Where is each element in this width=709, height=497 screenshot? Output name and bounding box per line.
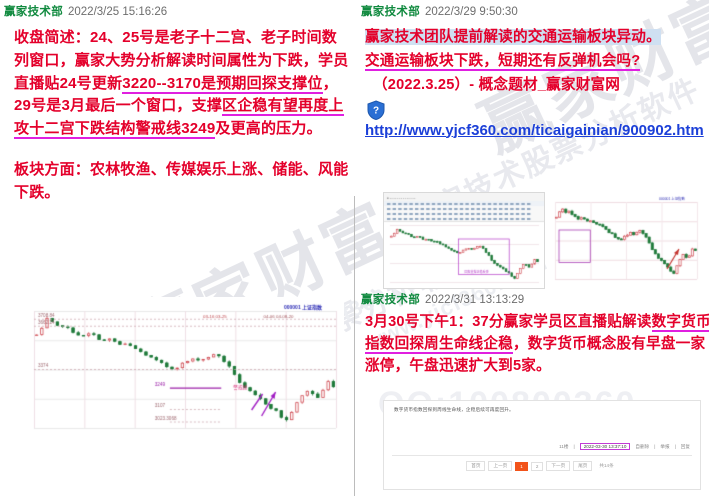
right-chart-zoom-canvas — [547, 192, 703, 287]
forum-pagination: 首页 上一页 1 2 下一页 尾页 共14条 — [384, 458, 700, 476]
forum-separator-1: | — [573, 444, 575, 449]
right-top-post-header: 赢家技术部 2022/3/29 9:50:30 — [355, 0, 709, 19]
left-post-paragraph-1: 收盘简述：24、25号是老子十二宫、老子时间数列窗口，赢家大势分析解读时间属性为… — [0, 19, 355, 141]
forum-divider — [392, 455, 692, 456]
forum-action-report[interactable]: 举报 — [660, 443, 670, 449]
forum-screenshot: 数字货币指数回探到周线生命线，企稳后续可再度回升。 11楼 | 2022-03-… — [383, 400, 701, 490]
pager-page-2[interactable]: 2 — [530, 461, 544, 471]
pager-next[interactable]: 下一页 — [546, 461, 571, 471]
right-bottom-paragraph: 3月30号下午1：37分赢家学员区直播贴解读数字货币指数回探周生命线企稳，数字货… — [355, 307, 709, 378]
right-bottom-post-timestamp: 2022/3/31 13:13:29 — [425, 294, 525, 306]
seg-window: ，29号是3月最后一个窗口，支撑 — [14, 74, 338, 115]
right-top-post-timestamp: 2022/3/29 9:50:30 — [425, 6, 518, 18]
right-top-post-author: 赢家技术部 — [361, 6, 420, 18]
pager-prev[interactable]: 上一页 — [488, 461, 513, 471]
forum-action-delete[interactable]: 自删除 — [635, 443, 650, 449]
right-column: 赢家技术部 2022/3/29 9:50:30 赢家技术团队提前解读的交通运输板… — [355, 0, 709, 497]
forum-separator-3: | — [674, 444, 676, 449]
forum-action-reply[interactable]: 回复 — [680, 443, 690, 449]
pager-last[interactable]: 尾页 — [573, 461, 593, 471]
seg-tail: 及更高的压力。 — [215, 120, 322, 138]
left-post-paragraph-2: 板块方面：农林牧渔、传媒娱乐上涨、储能、风能下跌。 — [14, 160, 349, 201]
forum-meta: 11楼 | 2022-03-30 13:37:10 自删除 | 举报 | 回复 — [384, 443, 700, 453]
right-chart-window-screenshot — [383, 192, 545, 289]
rb-seg-3: ，数字货币概念股有早盘一家涨停，午盘迅速扩大到5家。 — [365, 336, 706, 375]
left-post-header: 赢家技术部 2022/3/25 15:16:26 — [0, 0, 355, 19]
pager-total: 共14条 — [595, 462, 618, 470]
rb-seg-1: 3月30号下午1：37分赢家学员区直播贴解读 — [365, 314, 652, 330]
right-bottom-post-author: 赢家技术部 — [361, 294, 420, 306]
pager-first[interactable]: 首页 — [466, 461, 486, 471]
article-url-link[interactable]: http://www.yjcf360.com/ticaigainian/9009… — [365, 121, 704, 139]
left-chart — [28, 297, 344, 440]
right-top-line-2: 交通运输板块下跌，短期还有反弹机会吗? — [355, 48, 709, 72]
column-divider — [354, 196, 355, 496]
left-column: 赢家技术部 2022/3/25 15:16:26 收盘简述：24、25号是老子十… — [0, 0, 355, 440]
forum-separator-2: | — [654, 444, 656, 449]
right-top-line-2-text: 交通运输板块下跌，短期还有反弹机会吗? — [365, 53, 641, 72]
rb-seg-2: 数字货币指数回探周生命线企稳 — [365, 314, 709, 355]
seg-main: 24、25号是老子十二宫、老子时间数列窗口，赢家大势分析解读时间属性为下跌，学员… — [14, 29, 349, 92]
left-chart-canvas — [28, 297, 344, 440]
right-bottom-post-header: 赢家技术部 2022/3/31 13:13:29 — [357, 291, 524, 307]
right-top-line-1: 赢家技术团队提前解读的交通运输板块异动。 — [355, 19, 709, 48]
shield-question-icon: ? — [367, 99, 385, 120]
seg-warning-line: 区企稳有望再度上攻十二宫下跌结构警戒线3249 — [14, 97, 344, 140]
pager-page-1[interactable]: 1 — [515, 461, 528, 471]
left-post-author: 赢家技术部 — [4, 6, 63, 18]
left-post-timestamp: 2022/3/25 15:16:26 — [68, 6, 168, 18]
right-chart-window-canvas — [384, 193, 544, 288]
svg-text:?: ? — [373, 105, 379, 116]
right-top-line-3: （2022.3.25）- 概念题材_赢家财富网 — [373, 77, 621, 94]
forum-floor: 11楼 — [559, 443, 569, 449]
seg-open: 收盘简述： — [14, 29, 91, 46]
seg-support-range: 3220--3170是预期回探支撑位 — [122, 74, 323, 94]
forum-post-text: 数字货币指数回探到周线生命线，企稳后续可再度回升。 — [394, 407, 514, 412]
right-chart-zoom — [547, 192, 703, 287]
right-top-line-1-text: 赢家技术团队提前解读的交通运输板块异动。 — [365, 29, 661, 45]
forum-timestamp: 2022-03-30 13:37:10 — [579, 443, 631, 450]
